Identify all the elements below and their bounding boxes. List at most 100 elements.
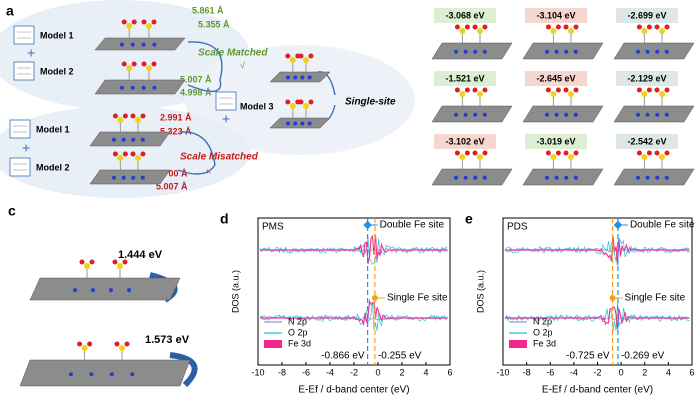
nitrogen: [454, 49, 458, 54]
plot-frame: [257, 217, 451, 366]
energy: -3.019 eV: [536, 136, 575, 146]
x-tick-label: -2: [350, 367, 358, 377]
site-label: Single Fe site: [387, 293, 448, 304]
energy-badge: [616, 134, 678, 149]
oxygen: [285, 99, 291, 105]
sulfur: [135, 155, 141, 161]
nitrogen: [655, 175, 660, 180]
nitrogen: [121, 175, 126, 180]
oxygen: [122, 113, 128, 119]
nitrogen: [121, 137, 126, 142]
oxygen: [141, 61, 147, 67]
energy: -2.129 eV: [627, 73, 666, 83]
nitrogen: [564, 112, 569, 117]
oxygen: [298, 53, 304, 59]
sulfur: [459, 28, 466, 34]
x-tick-label: -8: [278, 367, 286, 377]
nitrogen: [573, 49, 578, 54]
nitrogen: [554, 112, 559, 117]
legend-label: O 2p: [533, 327, 553, 337]
nitrogen: [140, 175, 145, 180]
nitrogen: [655, 49, 660, 54]
plus: +: [27, 45, 35, 61]
center-label: -0.725 eV: [566, 351, 610, 362]
sulfur: [659, 154, 665, 160]
graphene-sheet: [431, 168, 513, 186]
sulfur: [550, 28, 557, 34]
sulfur: [303, 57, 309, 63]
oxygen: [664, 87, 670, 93]
sulfur: [119, 345, 125, 351]
graphene-sheet: [522, 168, 604, 186]
x-tick-label: 6: [689, 367, 694, 377]
oxygen: [308, 53, 314, 59]
nitrogen: [91, 288, 95, 293]
x-tick-label: 4: [666, 367, 671, 377]
energy-badge: [434, 8, 496, 23]
oxygen: [563, 24, 569, 30]
oxygen: [124, 341, 130, 347]
sulfur: [303, 103, 309, 109]
x-tick-label: -6: [546, 367, 554, 377]
oxygen: [131, 19, 137, 25]
oxygen: [79, 259, 85, 265]
distance: 5.007 Å: [156, 181, 188, 191]
group-bg: [0, 0, 250, 110]
sulfur: [550, 154, 557, 160]
oxygen: [573, 150, 579, 156]
oxygen: [545, 87, 551, 93]
nitrogen: [645, 112, 650, 117]
oxygen: [654, 150, 660, 156]
nitrogen: [473, 175, 478, 180]
nitrogen: [89, 372, 94, 377]
model-label: Model 2: [36, 162, 70, 172]
x-tick-label: -10: [251, 367, 264, 377]
distance: 4.998 Å: [180, 87, 212, 97]
nitrogen: [152, 85, 157, 90]
nitrogen: [463, 175, 468, 180]
nitrogen: [482, 112, 487, 117]
sulfur: [477, 91, 483, 97]
model-icon: [13, 25, 35, 45]
x-tick-label: 6: [447, 367, 452, 377]
plot-frame: [502, 217, 693, 366]
oxygen: [555, 87, 561, 93]
oxygen: [464, 150, 470, 156]
nitrogen: [454, 175, 458, 180]
sulfur: [289, 103, 296, 109]
x-tick-label: -4: [326, 367, 334, 377]
sulfur: [459, 91, 466, 97]
graphene-sheet: [613, 105, 695, 123]
oxygen: [646, 24, 652, 30]
energy-badge: [525, 71, 587, 86]
energy-badge: [616, 8, 678, 23]
sulfur: [641, 28, 648, 34]
nitrogen: [564, 49, 569, 54]
model-label: Model 2: [40, 66, 74, 76]
site-label: Single Fe site: [625, 293, 686, 304]
oxygen: [472, 24, 478, 30]
energy: -3.102 eV: [445, 136, 484, 146]
graphene-sheet: [269, 71, 331, 83]
dos-curve: [505, 236, 690, 266]
model-icon: [215, 91, 237, 111]
graphene-sheet: [29, 277, 181, 301]
dos-curve: [505, 306, 690, 330]
oxygen: [482, 150, 488, 156]
energy-badge: [525, 8, 587, 23]
nitrogen: [300, 75, 305, 80]
dos-curve: [260, 298, 448, 327]
sulfur: [641, 91, 648, 97]
oxygen: [482, 87, 488, 93]
oxygen: [563, 150, 569, 156]
nitrogen: [307, 75, 312, 80]
oxygen: [545, 24, 551, 30]
nitrogen: [554, 175, 559, 180]
sulfur: [568, 91, 574, 97]
oxygen: [77, 341, 83, 347]
nitrogen: [636, 175, 640, 180]
sulfur: [459, 154, 466, 160]
energy-badge: [525, 134, 587, 149]
oxygen: [89, 259, 95, 265]
